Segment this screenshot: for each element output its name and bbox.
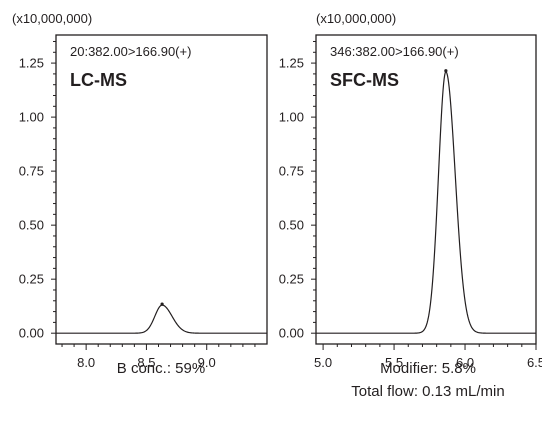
lc-ms-peak-apex-marker xyxy=(160,302,164,306)
sfc-ms-y-multiplier: (x10,000,000) xyxy=(316,11,396,26)
sfc-ms-trace-group xyxy=(316,69,536,334)
sfc-ms-x-tick-label-2: 6.0 xyxy=(456,355,474,370)
lc-ms-y-tick-label-3: 0.75 xyxy=(19,164,44,179)
sfc-ms-x-tick-label-1: 5.5 xyxy=(385,355,403,370)
lc-ms-chromatogram-trace xyxy=(56,304,267,334)
sfc-ms-y-tick-label-1: 0.25 xyxy=(279,272,304,287)
sfc-ms-axes: 0.00 0.25 0.50 0.75 1.00 1.25 5.0 5.5 6.0 6.5 xyxy=(279,40,542,370)
lc-ms-x-tick-label-2: 9.0 xyxy=(198,355,216,370)
lc-ms-axes: 0.00 0.25 0.50 0.75 1.00 1.25 8.0 8.5 9.0 xyxy=(19,40,256,370)
lc-ms-trace-group xyxy=(56,302,267,334)
sfc-ms-y-tick-label-0: 0.00 xyxy=(279,326,304,341)
lc-ms-y-tick-label-2: 0.50 xyxy=(19,218,44,233)
sfc-ms-chromatogram-trace xyxy=(316,70,536,334)
sfc-ms-transition-label: 346:382.00>166.90(+) xyxy=(330,44,459,59)
sfc-ms-x-tick-label-3: 6.5 xyxy=(527,355,542,370)
lc-ms-plot-frame xyxy=(55,34,268,345)
sfc-ms-y-tick-label-3: 0.75 xyxy=(279,164,304,179)
sfc-ms-x-tick-label-0: 5.0 xyxy=(314,355,332,370)
sfc-ms-panel: (x10,000,000) 346:382.00>166.90(+) SFC-M… xyxy=(279,11,542,400)
lc-ms-transition-label: 20:382.00>166.90(+) xyxy=(70,44,191,59)
lc-ms-y-tick-label-5: 1.25 xyxy=(19,56,44,71)
sfc-ms-y-tick-label-5: 1.25 xyxy=(279,56,304,71)
lc-ms-conditions: B conc.: 59% xyxy=(117,360,205,377)
lc-ms-panel: (x10,000,000) 20:382.00>166.90(+) LC-MS … xyxy=(12,11,268,377)
sfc-ms-conditions: Modifier: 5.8% Total flow: 0.13 mL/min xyxy=(351,360,504,400)
sfc-ms-panel-label: SFC-MS xyxy=(330,70,399,90)
sfc-ms-y-tick-label-2: 0.50 xyxy=(279,218,304,233)
lc-ms-y-multiplier: (x10,000,000) xyxy=(12,11,92,26)
sfc-ms-peak-apex-marker xyxy=(444,69,448,73)
lc-ms-x-tick-label-0: 8.0 xyxy=(77,355,95,370)
lc-ms-y-tick-label-0: 0.00 xyxy=(19,326,44,341)
sfc-ms-condition-line-1: Total flow: 0.13 mL/min xyxy=(351,383,504,400)
lc-ms-x-tick-label-1: 8.5 xyxy=(137,355,155,370)
sfc-ms-condition-line-0: Modifier: 5.8% xyxy=(380,360,476,377)
lc-ms-condition-line-0: B conc.: 59% xyxy=(117,360,205,377)
lc-ms-y-tick-label-4: 1.00 xyxy=(19,110,44,125)
lc-ms-panel-label: LC-MS xyxy=(70,70,127,90)
lc-ms-y-tick-label-1: 0.25 xyxy=(19,272,44,287)
sfc-ms-plot-frame xyxy=(315,34,537,345)
sfc-ms-y-tick-label-4: 1.00 xyxy=(279,110,304,125)
